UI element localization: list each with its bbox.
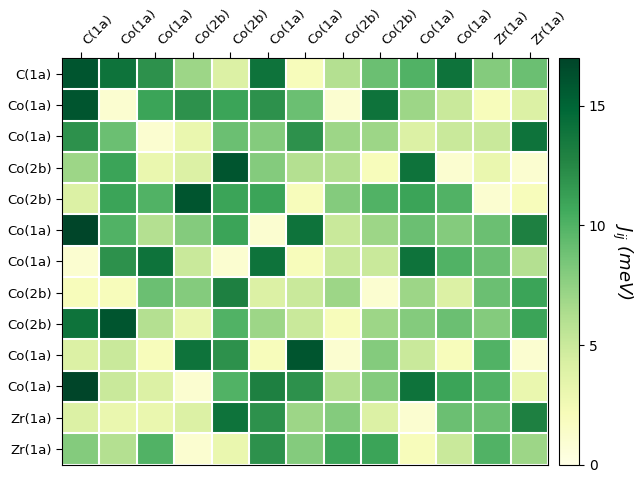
Y-axis label: $J_{ij}$ (meV): $J_{ij}$ (meV) <box>610 223 634 300</box>
